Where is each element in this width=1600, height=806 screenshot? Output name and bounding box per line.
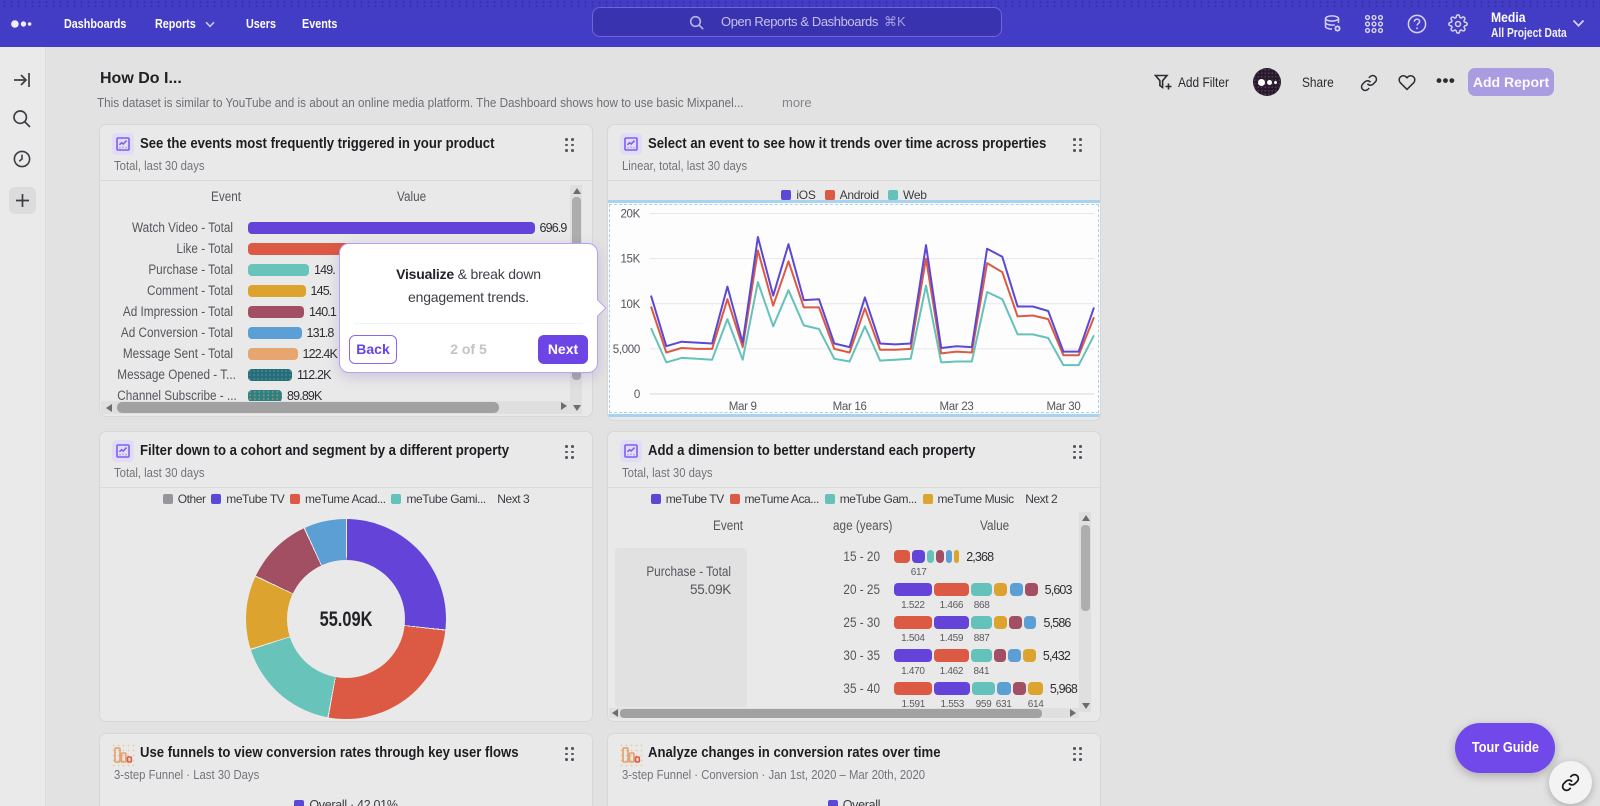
svg-text:15K: 15K xyxy=(620,254,640,266)
svg-text:Mar 16: Mar 16 xyxy=(833,401,867,413)
svg-text:0: 0 xyxy=(634,389,640,401)
svg-text:Mar 30: Mar 30 xyxy=(1046,401,1080,413)
svg-text:20K: 20K xyxy=(620,209,640,221)
svg-text:10K: 10K xyxy=(620,299,640,311)
svg-text:Mar 9: Mar 9 xyxy=(729,401,757,413)
svg-text:5,000: 5,000 xyxy=(613,344,640,356)
svg-text:Mar 23: Mar 23 xyxy=(940,401,974,413)
